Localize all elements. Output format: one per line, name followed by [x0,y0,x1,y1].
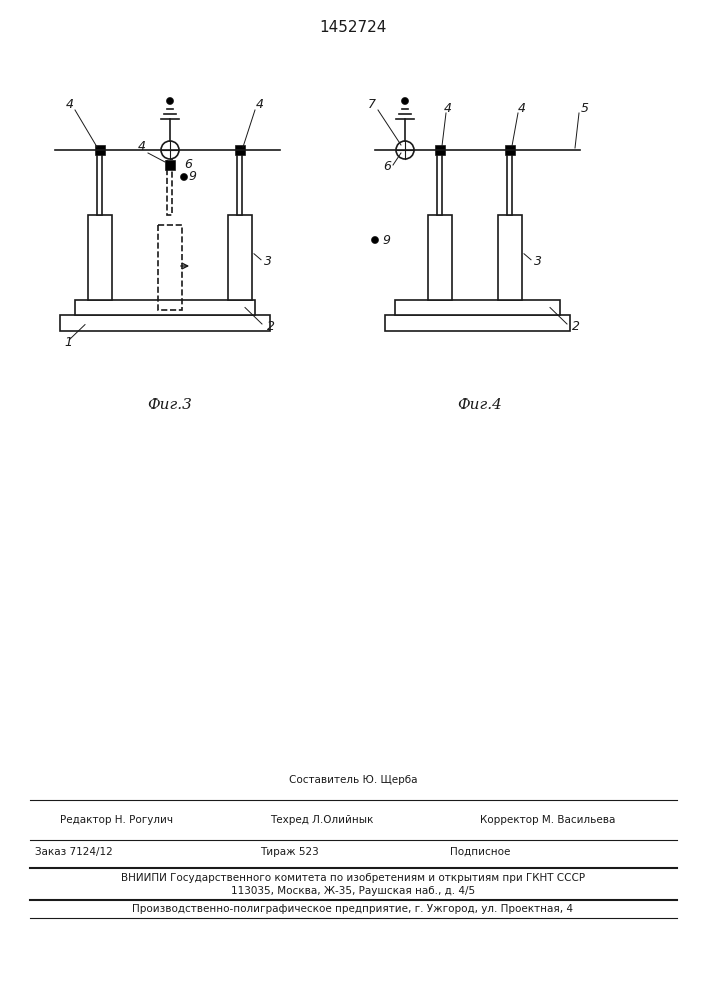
Text: ВНИИПИ Государственного комитета по изобретениям и открытиям при ГКНТ СССР: ВНИИПИ Государственного комитета по изоб… [121,873,585,883]
Circle shape [161,141,179,159]
Text: 4: 4 [66,99,74,111]
Bar [435,145,445,155]
Text: 4: 4 [138,140,146,153]
Bar [428,215,452,300]
Text: Составитель Ю. Щерба: Составитель Ю. Щерба [288,775,417,785]
Circle shape [371,236,378,243]
Text: 1452724: 1452724 [320,20,387,35]
Text: Фиг.4: Фиг.4 [457,398,503,412]
Bar [438,150,443,215]
Text: 4: 4 [444,102,452,114]
Bar [238,150,243,215]
Text: 2: 2 [267,320,275,334]
Text: 1: 1 [64,336,72,350]
Text: Производственно-полиграфическое предприятие, г. Ужгород, ул. Проектная, 4: Производственно-полиграфическое предприя… [132,904,573,914]
Text: 4: 4 [256,99,264,111]
Bar [385,315,570,331]
Bar [60,315,270,331]
Bar [88,215,112,300]
Text: 2: 2 [572,320,580,334]
Text: Тираж 523: Тираж 523 [260,847,319,857]
Bar [228,215,252,300]
Text: Заказ 7124/12: Заказ 7124/12 [35,847,112,857]
Circle shape [402,98,409,104]
Bar [168,150,173,215]
Bar [505,145,515,155]
Text: Фиг.3: Фиг.3 [148,398,192,412]
Text: 3: 3 [264,255,272,268]
Bar [75,300,255,315]
Bar [395,300,560,315]
Text: 7: 7 [368,99,376,111]
Text: 3: 3 [534,255,542,268]
Circle shape [180,174,187,180]
Text: 113035, Москва, Ж-35, Раушская наб., д. 4/5: 113035, Москва, Ж-35, Раушская наб., д. … [231,886,475,896]
Bar [508,150,513,215]
Circle shape [396,141,414,159]
Text: Подписное: Подписное [450,847,510,857]
Bar [498,215,522,300]
Text: Корректор М. Васильева: Корректор М. Васильева [480,815,615,825]
Bar [235,145,245,155]
Bar [158,225,182,310]
Text: 9: 9 [188,170,196,184]
Text: 6: 6 [383,160,391,173]
Bar [98,150,103,215]
Text: 6: 6 [184,158,192,171]
Text: Редактор Н. Рогулич: Редактор Н. Рогулич [60,815,173,825]
Text: 4: 4 [518,102,526,114]
Circle shape [167,98,173,104]
Bar [95,145,105,155]
Bar [165,160,175,170]
Text: 9: 9 [382,233,390,246]
Text: 5: 5 [581,102,589,114]
Text: Техред Л.Олийнык: Техред Л.Олийнык [270,815,373,825]
